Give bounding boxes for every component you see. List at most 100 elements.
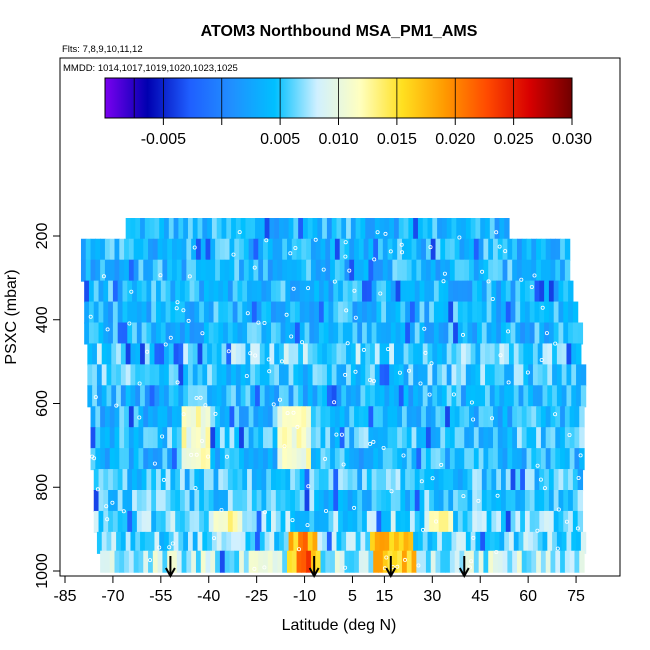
- sample-point: [332, 279, 337, 284]
- heatmap-cell: [334, 406, 341, 429]
- heatmap-cell: [184, 280, 191, 303]
- sample-point: [539, 357, 544, 362]
- heatmap-cell: [148, 406, 154, 429]
- heatmap-cell: [433, 490, 440, 512]
- heatmap-cell: [449, 238, 456, 261]
- heatmap-cell: [282, 406, 288, 429]
- heatmap-cell: [237, 510, 243, 533]
- heatmap-cell: [109, 406, 116, 429]
- heatmap-cell: [258, 406, 264, 429]
- heatmap-cell: [199, 322, 205, 345]
- heatmap-cell: [164, 364, 170, 387]
- heatmap-cell: [125, 364, 132, 387]
- heatmap-cell: [325, 550, 331, 573]
- heatmap-cell: [419, 322, 425, 345]
- sample-point: [181, 308, 186, 313]
- heatmap-cell: [437, 364, 443, 387]
- heatmap-cell: [112, 469, 119, 492]
- heatmap-cell: [175, 301, 181, 324]
- heatmap-cell: [294, 510, 301, 533]
- heatmap-cell: [403, 385, 409, 408]
- heatmap-cell: [461, 385, 467, 408]
- heatmap-cell: [88, 280, 95, 303]
- heatmap-cell: [480, 364, 486, 387]
- heatmap-cell: [243, 427, 250, 450]
- heatmap-cell: [325, 448, 331, 471]
- heatmap-cell: [133, 238, 140, 261]
- heatmap-cell: [258, 427, 264, 450]
- heatmap-cell: [529, 280, 536, 303]
- sample-point: [198, 395, 203, 400]
- sample-point: [389, 489, 394, 494]
- heatmap-cell: [266, 301, 272, 324]
- heatmap-cell: [350, 364, 357, 387]
- heatmap-cell: [318, 510, 325, 533]
- heatmap-cell: [577, 322, 584, 345]
- heatmap-cell: [429, 322, 435, 345]
- heatmap-cell: [465, 385, 472, 408]
- heatmap-cell: [314, 322, 320, 345]
- heatmap-cell: [291, 448, 298, 471]
- heatmap-cell: [325, 259, 331, 282]
- heatmap-cell: [411, 427, 417, 450]
- heatmap-cell: [162, 259, 168, 282]
- heatmap-cell: [157, 259, 164, 282]
- heatmap-cell: [457, 280, 464, 303]
- heatmap-cell: [539, 469, 545, 492]
- heatmap-cell: [520, 510, 526, 533]
- heatmap-cell: [518, 531, 524, 554]
- heatmap-cell: [294, 301, 301, 324]
- heatmap-cell: [485, 343, 491, 366]
- x-tick-label: 60: [519, 588, 537, 605]
- x-tick-label: 15: [376, 588, 394, 605]
- heatmap-cell: [253, 448, 259, 471]
- heatmap-cell: [433, 322, 440, 345]
- heatmap-cell: [526, 259, 532, 282]
- heatmap-cell: [480, 385, 486, 408]
- heatmap-cell: [555, 448, 561, 471]
- colorbar-tick-label: 0.005: [260, 131, 300, 148]
- heatmap-cell: [322, 343, 328, 366]
- heatmap-cell: [108, 469, 114, 492]
- heatmap-cell: [318, 322, 325, 345]
- sample-point: [295, 424, 300, 429]
- heatmap-cell: [117, 510, 124, 533]
- heatmap-cell: [143, 259, 149, 282]
- heatmap-cell: [283, 364, 290, 387]
- heatmap-cell: [553, 469, 560, 492]
- heatmap-cell: [152, 259, 159, 282]
- heatmap-cell: [414, 490, 421, 512]
- heatmap-cell: [539, 322, 545, 345]
- heatmap-cell: [224, 238, 231, 261]
- heatmap-cell: [98, 510, 104, 533]
- heatmap-cell: [207, 364, 213, 387]
- heatmap-cell: [563, 469, 569, 492]
- heatmap-cell: [395, 322, 401, 345]
- heatmap-cell: [307, 343, 314, 366]
- heatmap-cell: [189, 301, 195, 324]
- heatmap-cell: [433, 469, 440, 492]
- heatmap-cell: [507, 238, 513, 261]
- heatmap-cell: [566, 385, 572, 408]
- heatmap-cell: [419, 280, 425, 303]
- heatmap-cell: [229, 448, 235, 471]
- heatmap-cell: [271, 510, 277, 533]
- heatmap-cell: [330, 259, 336, 282]
- heatmap-cell: [445, 427, 451, 450]
- heatmap-cell: [483, 238, 489, 261]
- heatmap-cell: [493, 406, 499, 429]
- heatmap-cell: [114, 427, 120, 450]
- heatmap-cell: [507, 427, 513, 450]
- heatmap-cell: [368, 427, 374, 450]
- heatmap-cell: [481, 322, 488, 345]
- heatmap-cell: [576, 531, 582, 554]
- heatmap-cell: [381, 490, 387, 512]
- heatmap-cell: [545, 406, 552, 429]
- heatmap-cell: [379, 343, 386, 366]
- heatmap-cell: [488, 550, 494, 573]
- heatmap-cell: [135, 343, 141, 366]
- heatmap-cell: [248, 427, 255, 450]
- heatmap-cell: [542, 364, 548, 387]
- heatmap-cell: [363, 427, 370, 450]
- heatmap-cell: [80, 238, 87, 261]
